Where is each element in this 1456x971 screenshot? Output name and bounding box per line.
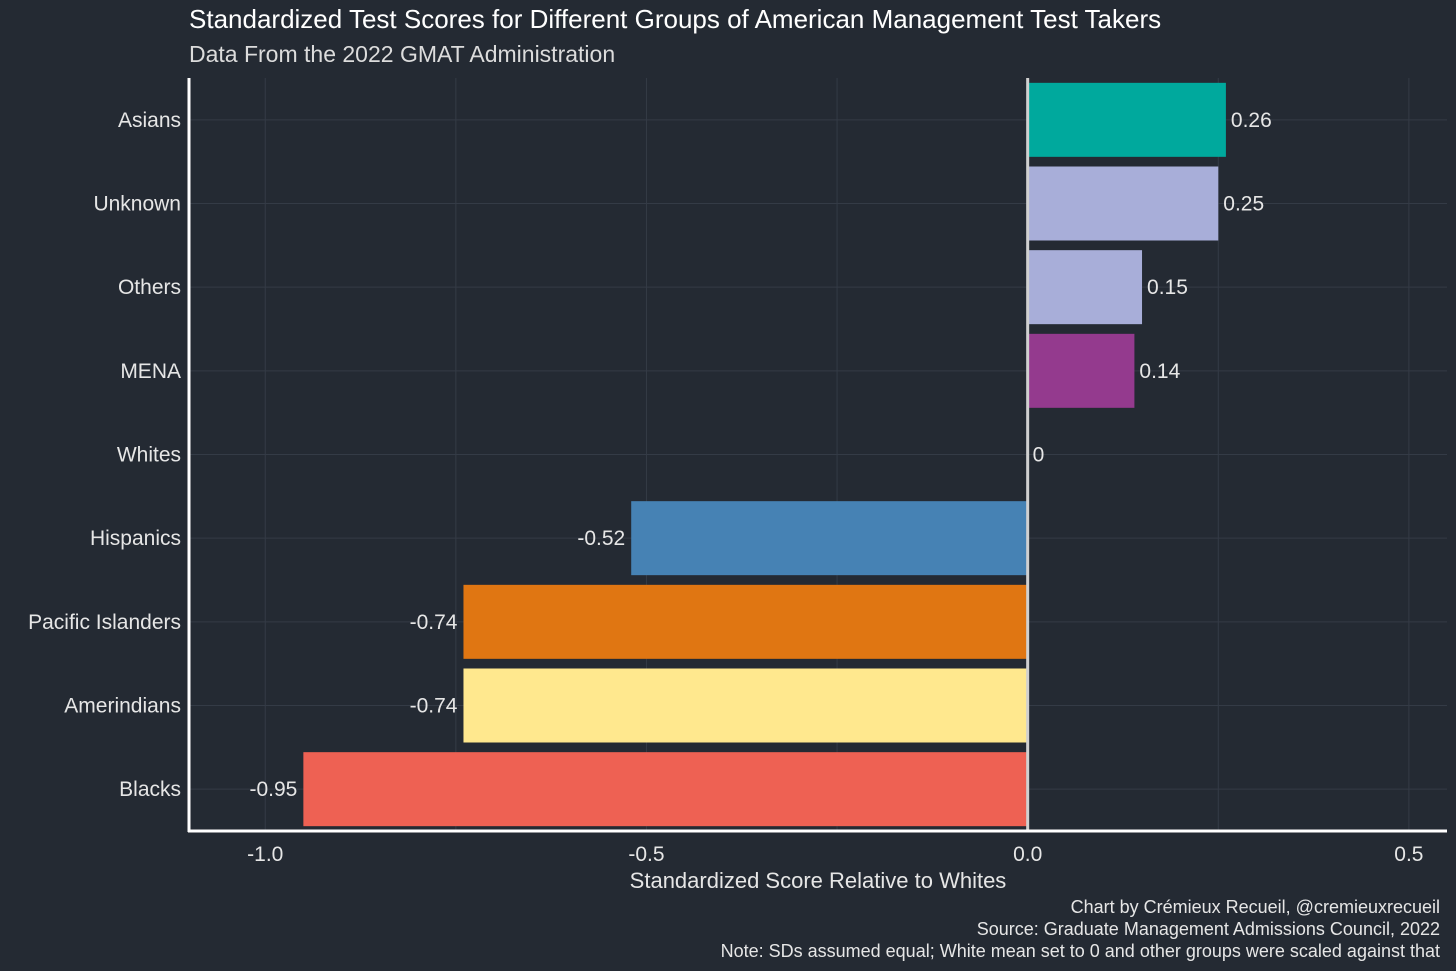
category-label: Amerindians bbox=[64, 695, 181, 718]
chart-title: Standardized Test Scores for Different G… bbox=[189, 4, 1162, 34]
bar-asians bbox=[1027, 82, 1226, 157]
x-tick-label: -0.5 bbox=[628, 843, 664, 866]
value-label: -0.95 bbox=[249, 778, 297, 801]
category-label: Hispanics bbox=[90, 527, 181, 550]
value-label: 0.25 bbox=[1223, 193, 1264, 216]
value-label: 0.14 bbox=[1139, 360, 1180, 383]
bar-hispanics bbox=[631, 501, 1028, 576]
x-axis-title: Standardized Score Relative to Whites bbox=[630, 868, 1007, 893]
bar-pacific-islanders bbox=[463, 584, 1028, 659]
bars-layer bbox=[303, 82, 1226, 827]
credit-author: Chart by Crémieux Recueil, @cremieuxrecu… bbox=[1070, 897, 1440, 917]
value-label: 0 bbox=[1033, 444, 1045, 467]
value-label: 0.15 bbox=[1147, 276, 1188, 299]
chart-subtitle: Data From the 2022 GMAT Administration bbox=[189, 41, 616, 67]
category-label: Pacific Islanders bbox=[28, 611, 181, 634]
value-label: -0.74 bbox=[410, 695, 458, 718]
value-label: -0.52 bbox=[577, 527, 625, 550]
bar-blacks bbox=[303, 752, 1028, 827]
x-tick-label: -1.0 bbox=[247, 843, 283, 866]
category-label: Others bbox=[118, 276, 181, 299]
credit-note: Note: SDs assumed equal; White mean set … bbox=[720, 941, 1440, 961]
category-label: Unknown bbox=[93, 193, 181, 216]
x-tick-label: 0.5 bbox=[1394, 843, 1423, 866]
value-label: -0.74 bbox=[410, 611, 458, 634]
labels-layer: 0.26 Asians 0.25 Unknown 0.15 Others 0.14 MENA 0… bbox=[28, 109, 1272, 801]
category-label: Asians bbox=[118, 109, 181, 132]
bar-mena bbox=[1027, 333, 1135, 408]
credit-source: Source: Graduate Management Admissions C… bbox=[976, 919, 1440, 939]
category-label: Blacks bbox=[119, 778, 181, 801]
axes-layer: -1.0 -0.5 0.0 0.5 Standardized Score Relativ… bbox=[187, 78, 1447, 893]
bar-unknown bbox=[1027, 166, 1219, 241]
value-label: 0.26 bbox=[1231, 109, 1272, 132]
bar-amerindians bbox=[463, 668, 1028, 743]
category-label: Whites bbox=[117, 444, 181, 467]
category-label: MENA bbox=[120, 360, 181, 383]
x-tick-label: 0.0 bbox=[1013, 843, 1042, 866]
bar-others bbox=[1027, 250, 1143, 325]
